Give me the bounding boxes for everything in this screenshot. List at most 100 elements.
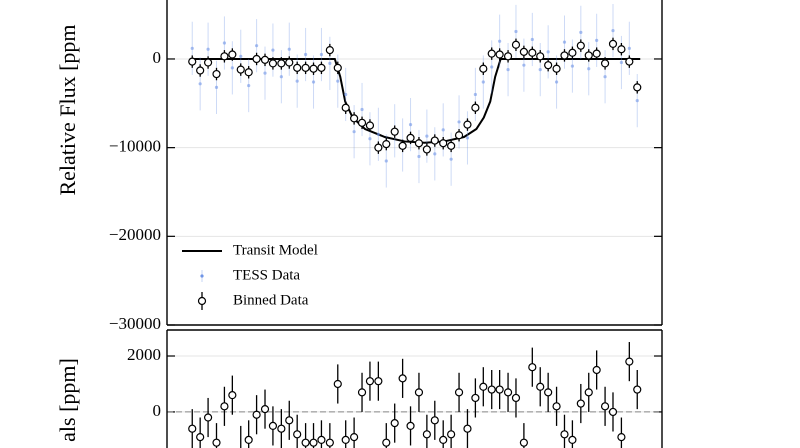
tess-point <box>522 63 526 67</box>
binned-point <box>519 438 528 447</box>
tess-point <box>619 60 624 65</box>
tess-point <box>344 92 348 97</box>
y-tick-label: 0 <box>153 48 162 67</box>
binned-point <box>584 388 593 397</box>
tess-point <box>595 38 599 42</box>
binned-point <box>203 413 213 422</box>
binned-point <box>285 416 294 425</box>
tess-point <box>239 54 243 58</box>
binned-point <box>309 438 318 447</box>
legend-tess-dot <box>200 274 204 278</box>
binned-point <box>544 61 553 70</box>
binned-point <box>333 63 342 72</box>
binned-point <box>341 435 350 444</box>
y-axis-label: als [ppm] <box>55 358 80 442</box>
binned-point <box>268 59 278 68</box>
binned-point <box>536 382 545 391</box>
tess-point <box>554 80 559 84</box>
binned-point <box>503 52 513 61</box>
binned-point <box>584 51 593 60</box>
tess-point <box>417 154 421 159</box>
binned-point <box>277 59 286 68</box>
binned-point <box>422 430 431 439</box>
tess-point <box>230 66 234 70</box>
binned-point <box>414 388 424 397</box>
binned-point <box>608 39 618 48</box>
binned-point <box>277 424 286 433</box>
y-tick-label: 0 <box>153 401 162 420</box>
binned-point <box>341 103 350 112</box>
tess-point <box>490 65 494 69</box>
tess-point <box>603 75 607 79</box>
binned-point <box>260 405 270 414</box>
binned-point <box>463 120 472 129</box>
binned-point <box>487 49 496 58</box>
tess-point <box>538 68 542 72</box>
binned-point <box>439 139 448 148</box>
binned-point <box>309 64 318 73</box>
binned-point <box>447 141 456 150</box>
binned-point <box>350 432 359 442</box>
binned-point <box>293 63 302 72</box>
model-line <box>189 57 641 144</box>
binned-point <box>471 103 480 112</box>
binned-point <box>560 430 569 439</box>
binned-point <box>528 363 537 372</box>
binned-point <box>600 402 610 411</box>
tess-point <box>319 52 324 57</box>
binned-point <box>552 64 561 73</box>
binned-point <box>228 50 237 59</box>
tess-point <box>408 122 413 127</box>
tess-point <box>441 128 445 132</box>
binned-point <box>220 402 229 411</box>
binned-point <box>236 65 245 74</box>
binned-point <box>350 114 359 123</box>
binned-point <box>325 438 334 447</box>
tess-point <box>279 75 283 79</box>
binned-point <box>422 145 431 154</box>
binned-point <box>203 58 213 67</box>
binned-point <box>430 416 439 425</box>
binned-point <box>568 48 577 57</box>
binned-point <box>398 141 407 150</box>
tess-point <box>271 48 275 52</box>
binned-point <box>576 399 585 408</box>
tess-point <box>546 50 550 54</box>
tess-point <box>336 79 340 83</box>
binned-point <box>439 435 448 444</box>
tess-point <box>352 130 356 134</box>
tess-point <box>587 67 591 71</box>
legend-point <box>197 296 207 306</box>
binned-point <box>511 393 521 403</box>
binned-point <box>301 63 310 72</box>
tess-point <box>473 92 477 97</box>
binned-point <box>430 136 439 145</box>
binned-point <box>244 68 253 77</box>
binned-point <box>188 57 197 66</box>
tess-point <box>247 83 251 88</box>
binned-point <box>625 357 634 366</box>
binned-point <box>325 46 334 55</box>
tess-point <box>214 85 219 89</box>
tess-point <box>368 137 372 141</box>
binned-point <box>374 143 383 152</box>
binned-point <box>625 57 634 66</box>
binned-point <box>592 49 601 58</box>
tess-point <box>570 64 575 68</box>
binned-point <box>244 435 253 444</box>
tess-point <box>254 44 259 48</box>
tess-point <box>635 99 639 103</box>
tess-point <box>627 46 631 50</box>
binned-point <box>519 47 528 56</box>
binned-point <box>576 41 585 50</box>
binned-point <box>212 438 221 447</box>
binned-point <box>398 374 407 383</box>
binned-point <box>390 127 399 136</box>
tess-point <box>579 30 583 34</box>
tess-point <box>263 71 267 75</box>
binned-point <box>454 388 464 397</box>
binned-point <box>406 421 415 431</box>
binned-point <box>511 40 521 49</box>
binned-point <box>317 435 326 444</box>
binned-point <box>252 410 261 419</box>
